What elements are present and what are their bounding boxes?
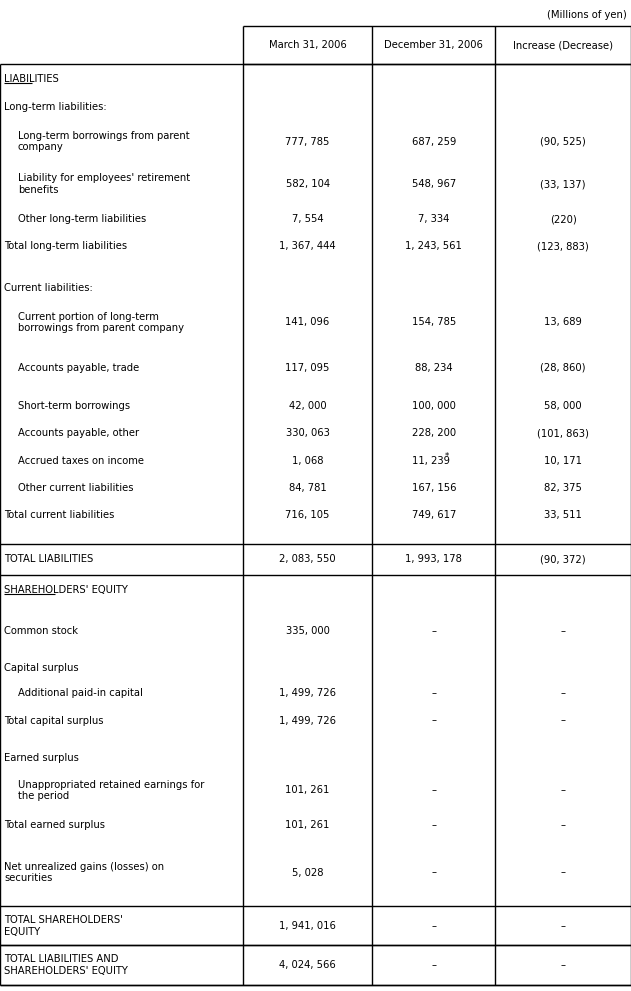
Text: 1, 499, 726: 1, 499, 726 [279, 688, 336, 699]
Text: Liability for employees' retirement: Liability for employees' retirement [18, 173, 190, 183]
Text: TOTAL SHAREHOLDERS': TOTAL SHAREHOLDERS' [4, 915, 123, 925]
Text: –: – [561, 867, 565, 878]
Text: 1, 993, 178: 1, 993, 178 [405, 554, 463, 565]
Text: SHAREHOLDERS' EQUITY: SHAREHOLDERS' EQUITY [4, 966, 128, 976]
Text: –: – [561, 688, 565, 699]
Text: TOTAL LIABILITIES: TOTAL LIABILITIES [4, 554, 93, 565]
Text: securities: securities [4, 873, 52, 883]
Text: Accrued taxes on income: Accrued taxes on income [18, 456, 144, 466]
Text: 7, 334: 7, 334 [418, 214, 449, 224]
Text: Other long-term liabilities: Other long-term liabilities [18, 214, 146, 224]
Text: Current portion of long-term: Current portion of long-term [18, 311, 159, 322]
Text: –: – [561, 786, 565, 796]
Text: –: – [561, 960, 565, 970]
Text: 13, 689: 13, 689 [544, 317, 582, 327]
Text: 228, 200: 228, 200 [412, 428, 456, 438]
Text: 101, 261: 101, 261 [285, 821, 330, 830]
Text: company: company [18, 143, 64, 153]
Text: 58, 000: 58, 000 [545, 401, 582, 411]
Text: *: * [445, 452, 449, 461]
Text: 7, 554: 7, 554 [292, 214, 324, 224]
Text: 330, 063: 330, 063 [286, 428, 329, 438]
Text: Unappropriated retained earnings for: Unappropriated retained earnings for [18, 780, 204, 790]
Text: Total earned surplus: Total earned surplus [4, 821, 105, 830]
Text: 687, 259: 687, 259 [411, 137, 456, 147]
Text: Accounts payable, other: Accounts payable, other [18, 428, 139, 438]
Text: December 31, 2006: December 31, 2006 [384, 40, 483, 50]
Text: (220): (220) [550, 214, 577, 224]
Text: 84, 781: 84, 781 [289, 483, 326, 494]
Text: (Millions of yen): (Millions of yen) [547, 10, 627, 20]
Text: EQUITY: EQUITY [4, 927, 40, 936]
Text: –: – [561, 626, 565, 636]
Text: 10, 171: 10, 171 [544, 456, 582, 466]
Text: 11, 239: 11, 239 [412, 456, 450, 466]
Text: (101, 863): (101, 863) [537, 428, 589, 438]
Text: –: – [432, 688, 436, 699]
Text: –: – [432, 921, 436, 931]
Text: 1, 499, 726: 1, 499, 726 [279, 716, 336, 725]
Text: 582, 104: 582, 104 [286, 179, 329, 189]
Text: Increase (Decrease): Increase (Decrease) [513, 40, 613, 50]
Text: Other current liabilities: Other current liabilities [18, 483, 134, 494]
Text: 4, 024, 566: 4, 024, 566 [280, 960, 336, 970]
Text: Total long-term liabilities: Total long-term liabilities [4, 242, 127, 252]
Text: –: – [432, 867, 436, 878]
Text: 749, 617: 749, 617 [411, 510, 456, 520]
Text: 548, 967: 548, 967 [411, 179, 456, 189]
Text: –: – [432, 960, 436, 970]
Text: (90, 372): (90, 372) [540, 554, 586, 565]
Text: Total capital surplus: Total capital surplus [4, 716, 103, 725]
Text: 42, 000: 42, 000 [289, 401, 326, 411]
Text: Long-term liabilities:: Long-term liabilities: [4, 102, 107, 112]
Text: 1, 068: 1, 068 [292, 456, 323, 466]
Text: 1, 367, 444: 1, 367, 444 [280, 242, 336, 252]
Text: TOTAL LIABILITIES AND: TOTAL LIABILITIES AND [4, 954, 119, 964]
Text: SHAREHOLDERS' EQUITY: SHAREHOLDERS' EQUITY [4, 585, 128, 595]
Text: –: – [432, 821, 436, 830]
Text: Common stock: Common stock [4, 626, 78, 636]
Text: 101, 261: 101, 261 [285, 786, 330, 796]
Text: –: – [432, 786, 436, 796]
Text: Total current liabilities: Total current liabilities [4, 510, 114, 520]
Text: 2, 083, 550: 2, 083, 550 [280, 554, 336, 565]
Text: March 31, 2006: March 31, 2006 [269, 40, 346, 50]
Text: –: – [561, 716, 565, 725]
Text: (28, 860): (28, 860) [540, 363, 586, 373]
Text: Net unrealized gains (losses) on: Net unrealized gains (losses) on [4, 862, 164, 872]
Text: Long-term borrowings from parent: Long-term borrowings from parent [18, 131, 190, 141]
Text: (123, 883): (123, 883) [537, 242, 589, 252]
Text: Accounts payable, trade: Accounts payable, trade [18, 363, 139, 373]
Text: 154, 785: 154, 785 [411, 317, 456, 327]
Text: Earned surplus: Earned surplus [4, 753, 79, 763]
Text: 141, 096: 141, 096 [285, 317, 330, 327]
Text: 716, 105: 716, 105 [285, 510, 330, 520]
Text: 1, 243, 561: 1, 243, 561 [405, 242, 463, 252]
Text: 117, 095: 117, 095 [285, 363, 330, 373]
Text: Short-term borrowings: Short-term borrowings [18, 401, 130, 411]
Text: the period: the period [18, 791, 69, 802]
Text: 1, 941, 016: 1, 941, 016 [279, 921, 336, 931]
Text: –: – [561, 921, 565, 931]
Text: 167, 156: 167, 156 [411, 483, 456, 494]
Text: 88, 234: 88, 234 [415, 363, 452, 373]
Text: 82, 375: 82, 375 [544, 483, 582, 494]
Text: Current liabilities:: Current liabilities: [4, 283, 93, 293]
Text: –: – [432, 626, 436, 636]
Text: 100, 000: 100, 000 [412, 401, 456, 411]
Text: benefits: benefits [18, 185, 59, 195]
Text: 33, 511: 33, 511 [544, 510, 582, 520]
Text: –: – [561, 821, 565, 830]
Text: –: – [432, 716, 436, 725]
Text: 5, 028: 5, 028 [292, 867, 323, 878]
Text: borrowings from parent company: borrowings from parent company [18, 323, 184, 333]
Text: Additional paid-in capital: Additional paid-in capital [18, 688, 143, 699]
Text: (33, 137): (33, 137) [540, 179, 586, 189]
Text: Capital surplus: Capital surplus [4, 663, 79, 673]
Text: LIABILITIES: LIABILITIES [4, 74, 59, 84]
Text: 335, 000: 335, 000 [286, 626, 329, 636]
Text: 777, 785: 777, 785 [285, 137, 330, 147]
Text: (90, 525): (90, 525) [540, 137, 586, 147]
